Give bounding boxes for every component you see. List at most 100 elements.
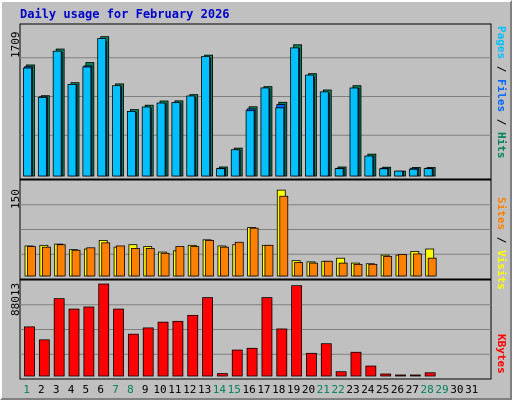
bar-pages [97, 38, 107, 177]
bar-pages [23, 67, 32, 177]
bar-sites [398, 254, 407, 277]
legend-sep: / [495, 112, 508, 132]
bar-kbytes [395, 374, 406, 377]
bar-sites [294, 262, 304, 277]
bar-pages [394, 170, 403, 177]
bar-pages [156, 102, 166, 177]
day-label: 24 [361, 383, 375, 396]
bar-kbytes [291, 285, 303, 377]
bar-kbytes [68, 308, 80, 377]
bar-pages [275, 107, 285, 177]
day-label: 11 [168, 383, 182, 396]
day-label: 31 [465, 383, 479, 396]
day-label: 28 [420, 383, 434, 396]
bar-pages [260, 87, 270, 177]
day-label: 30 [450, 383, 464, 396]
bar-sites [383, 255, 393, 277]
day-label: 25 [376, 383, 390, 396]
day-label: 14 [212, 383, 227, 396]
day-label: 3 [52, 383, 60, 396]
bar-kbytes [157, 321, 169, 377]
bar-kbytes [172, 320, 184, 377]
bar-pages [379, 168, 389, 177]
bar-sites [220, 246, 229, 277]
day-label: 22 [331, 383, 345, 396]
day-label: 8 [127, 383, 134, 396]
bar-sites [264, 244, 274, 277]
bar-pages [423, 168, 433, 177]
bar-pages [201, 56, 210, 177]
day-label: 20 [301, 383, 316, 396]
bar-pages [349, 87, 359, 177]
bar-sites [71, 249, 81, 277]
bar-pages [334, 168, 344, 177]
bar-kbytes [24, 326, 35, 377]
legend-hits: Hits [495, 132, 508, 159]
bar-kbytes [187, 314, 199, 377]
legend-pages: Pages [495, 26, 508, 60]
bar-pages [112, 85, 121, 177]
bar-sites [279, 195, 289, 277]
bar-sites [412, 253, 422, 277]
kbytes-legend: KBytes [495, 334, 508, 374]
day-label: 23 [346, 383, 360, 396]
day-label: 27 [405, 383, 419, 396]
bar-kbytes [38, 339, 50, 377]
day-label: 15 [227, 383, 241, 396]
bar-sites [323, 260, 333, 277]
bar-kbytes [202, 297, 213, 377]
bar-sites [427, 257, 437, 277]
bar-kbytes [83, 306, 95, 377]
bar-sites [145, 247, 155, 277]
bar-kbytes [127, 333, 139, 377]
bar-pages [245, 110, 255, 177]
day-label: 26 [390, 383, 405, 396]
bar-sites [234, 241, 244, 277]
bar-pages [364, 155, 374, 177]
bar-pages [67, 83, 77, 177]
bar-kbytes [380, 373, 392, 377]
day-label: 12 [183, 383, 197, 396]
bar-kbytes [306, 352, 317, 377]
legend-visits: Visits [495, 250, 508, 290]
bar-kbytes [365, 365, 377, 377]
bar-kbytes [276, 328, 288, 377]
bar-sites [175, 246, 185, 277]
day-label: 19 [286, 383, 301, 396]
legend-sep: / [495, 59, 508, 79]
day-label: 16 [242, 383, 256, 396]
legend-files: Files [495, 79, 508, 113]
bar-pages [37, 97, 47, 177]
bar-sites [368, 263, 378, 277]
bar-pages [305, 74, 314, 177]
legend-sites: Sites [495, 197, 508, 231]
legend-sep: / [495, 230, 508, 250]
day-label: 29 [435, 383, 449, 396]
bar-kbytes [53, 298, 65, 377]
bar-pages [408, 168, 418, 177]
bar-kbytes [98, 283, 110, 377]
bar-sites [338, 262, 348, 277]
bar-sites [160, 252, 170, 277]
bar-pages [186, 95, 196, 177]
bar-pages [171, 102, 181, 177]
bar-kbytes [246, 347, 258, 377]
bar-kbytes [335, 371, 347, 377]
bar-pages [290, 47, 300, 177]
day-label: 13 [197, 383, 212, 396]
bar-pages [82, 66, 92, 177]
bar-pages [319, 91, 329, 177]
chart-title: Daily usage for February 2026 [20, 7, 230, 21]
day-label: 9 [141, 383, 149, 396]
day-label: 1 [23, 383, 30, 396]
day-label: 7 [112, 383, 119, 396]
visits-scale-label: 150 [9, 189, 22, 209]
pages-files-hits-legend: Pages / Files / Hits [495, 26, 508, 159]
bar-kbytes [409, 374, 421, 377]
bar-kbytes [320, 343, 332, 377]
day-label: 4 [67, 383, 75, 396]
bar-sites [56, 244, 66, 277]
day-label: 18 [272, 383, 286, 396]
